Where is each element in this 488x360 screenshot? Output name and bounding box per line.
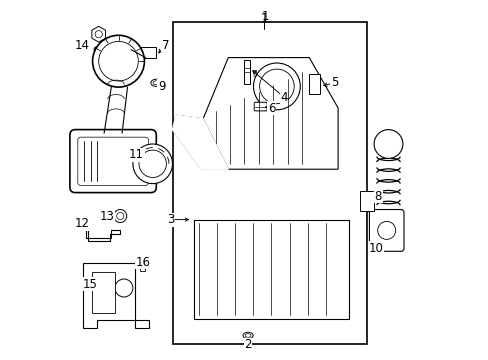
Polygon shape (172, 115, 228, 169)
Bar (309, 74, 320, 94)
Ellipse shape (244, 334, 250, 337)
Ellipse shape (153, 81, 159, 85)
Ellipse shape (243, 332, 253, 339)
Text: 7: 7 (161, 39, 169, 51)
Text: 11: 11 (129, 148, 143, 161)
Bar (140, 261, 145, 271)
Circle shape (377, 221, 395, 239)
Ellipse shape (151, 79, 162, 86)
Circle shape (95, 31, 102, 38)
Ellipse shape (96, 48, 101, 51)
Circle shape (133, 144, 172, 184)
FancyBboxPatch shape (254, 102, 266, 111)
Circle shape (92, 35, 144, 87)
Text: 16: 16 (135, 256, 150, 269)
Text: 9: 9 (158, 80, 165, 93)
Bar (139, 259, 146, 263)
Circle shape (117, 212, 123, 220)
Circle shape (114, 210, 126, 222)
Text: 15: 15 (83, 278, 98, 291)
Polygon shape (172, 115, 228, 169)
Bar (91, 272, 115, 313)
Bar (359, 191, 373, 211)
Text: 13: 13 (100, 210, 114, 223)
Text: 1: 1 (261, 10, 268, 23)
Text: 8: 8 (374, 190, 381, 203)
Circle shape (259, 69, 294, 104)
Text: 1: 1 (260, 12, 267, 24)
Text: 3: 3 (167, 213, 174, 226)
Circle shape (115, 279, 133, 297)
Polygon shape (86, 223, 120, 241)
Text: 4: 4 (280, 91, 287, 104)
Text: 10: 10 (368, 242, 383, 255)
Circle shape (139, 150, 166, 177)
Bar (194, 220, 348, 319)
FancyBboxPatch shape (78, 137, 148, 185)
Bar (172, 22, 366, 344)
Polygon shape (82, 263, 149, 328)
Bar (139, 47, 155, 58)
Text: 5: 5 (330, 76, 338, 89)
Circle shape (373, 130, 402, 158)
Bar (244, 60, 249, 84)
Text: 12: 12 (75, 217, 90, 230)
Polygon shape (203, 58, 337, 169)
Text: uu: uu (252, 68, 258, 76)
Circle shape (253, 63, 300, 110)
Text: 14: 14 (74, 39, 89, 51)
Text: 2: 2 (244, 338, 251, 351)
Ellipse shape (94, 46, 103, 53)
FancyBboxPatch shape (368, 210, 403, 251)
Text: 6: 6 (267, 102, 275, 114)
FancyBboxPatch shape (70, 130, 156, 193)
Circle shape (99, 41, 138, 81)
